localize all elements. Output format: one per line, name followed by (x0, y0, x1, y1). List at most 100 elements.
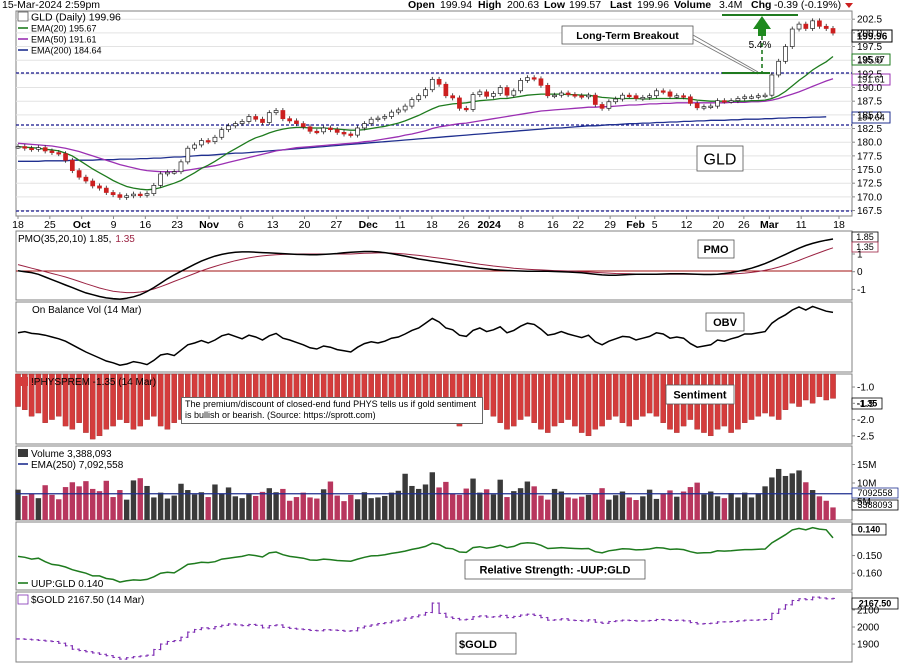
gold-price-bar (63, 642, 68, 647)
gold-price-bar (477, 615, 482, 618)
sentiment-bar (130, 373, 137, 430)
candle (830, 26, 836, 36)
obv-legend: On Balance Vol (14 Mar) (32, 305, 142, 316)
candle-body (90, 180, 96, 187)
gold-price-bar (722, 621, 727, 623)
gold-price-bar (158, 643, 163, 651)
candle (90, 178, 96, 189)
candle-body (654, 90, 659, 97)
gold-price-bar (328, 629, 333, 631)
rs-legend: UUP:GLD 0.140 (31, 579, 104, 590)
header-datetime: 15-Mar-2024 2:59pm (2, 0, 100, 11)
candle (117, 192, 123, 200)
sentiment-bar (69, 373, 76, 430)
candle (810, 18, 815, 31)
sentiment-bar (585, 373, 592, 437)
candle (443, 81, 449, 99)
candle (171, 169, 177, 175)
y-axes: 202.5 200.0 197.5 195.0 192.5 190.0 187.5 185.0… (852, 15, 882, 651)
candle-body (409, 99, 415, 107)
sentiment-bar (633, 373, 639, 420)
volume-bar (660, 494, 666, 520)
sentiment-bar (823, 373, 829, 401)
gold-price-bar (212, 625, 217, 630)
candle-body (742, 96, 748, 99)
sentiment-bar (164, 373, 171, 430)
volume-bar (646, 489, 653, 520)
sentiment-bar (137, 373, 143, 427)
gold-price-bar (776, 608, 781, 615)
price-axis-label: 180.0 (857, 138, 882, 149)
candle (144, 191, 150, 198)
candle-body (15, 146, 21, 149)
volume-bar (273, 492, 279, 520)
candle-body (721, 100, 727, 103)
candle (606, 99, 612, 111)
pmo-signal-badge-text: 1.35 (856, 242, 874, 252)
gold-price-bar (280, 624, 285, 629)
candle-body (525, 77, 530, 81)
sentiment-bar (592, 373, 599, 430)
sentiment-bar (524, 373, 531, 417)
candle (477, 89, 483, 98)
volume-bar (239, 498, 245, 520)
header-high-label: High (478, 0, 501, 11)
candle-body (545, 84, 551, 97)
volume-bar (354, 499, 361, 520)
candle (409, 97, 415, 109)
gold-price-bar (572, 619, 577, 622)
volume-bar (368, 498, 374, 520)
volume-bar (28, 493, 35, 520)
gold-price-bar (97, 652, 102, 655)
gold-price-bar (131, 656, 136, 659)
gold-price-bar (396, 619, 401, 622)
candle-body (565, 92, 571, 95)
candle (375, 115, 381, 122)
candle (348, 131, 354, 138)
gold-price-bar (450, 616, 455, 620)
x-tick-label: 26 (738, 219, 750, 231)
candle-body (402, 105, 408, 111)
candle-body (776, 60, 782, 76)
volume-bar (117, 490, 123, 520)
gold-axis-label: 2100 (857, 605, 880, 616)
volume-bar (701, 494, 707, 520)
x-tick-label: 23 (171, 219, 183, 231)
sentiment-bar (96, 373, 103, 437)
sentiment-bar (545, 373, 551, 433)
sentiment-bar (531, 373, 537, 423)
price-axis-label: 182.5 (857, 124, 882, 135)
volume-bar (497, 479, 503, 520)
candle-body (355, 127, 360, 136)
candle (429, 76, 435, 93)
gold-price-bar (708, 622, 713, 625)
gold-axis-label: 2000 (857, 623, 880, 634)
candle-body (110, 192, 116, 196)
candle-body (212, 136, 218, 143)
gold-price-bar (715, 621, 720, 624)
price-axis-label: 200.0 (857, 28, 882, 39)
gold-price-bar (267, 624, 272, 629)
x-tick-label: 12 (681, 219, 693, 231)
gold-price-bar (409, 616, 414, 619)
sentiment-bar (511, 373, 517, 427)
header-volume-value: 3.4M (719, 0, 742, 11)
x-tick-label: 9 (111, 219, 117, 231)
gold-price-bar (586, 619, 591, 622)
candle (586, 92, 591, 100)
volume-bar (674, 496, 680, 520)
candle (538, 76, 544, 88)
breakout-callout-text: Long-Term Breakout (576, 30, 679, 42)
x-tick-label: 18 (12, 219, 24, 231)
volume-bar (300, 492, 306, 520)
volume-bar (429, 472, 435, 520)
gold-price-bar (274, 624, 279, 627)
x-tick-label: 16 (547, 219, 559, 231)
sentiment-bar (789, 373, 796, 404)
last-price-badge-text: 199.96 (857, 32, 888, 43)
candle-body (640, 97, 646, 100)
gold-badge-text: 2167.50 (859, 599, 892, 609)
gold-price-bar (552, 619, 557, 621)
sentiment-bar (89, 373, 96, 440)
volume-bar (531, 486, 537, 520)
